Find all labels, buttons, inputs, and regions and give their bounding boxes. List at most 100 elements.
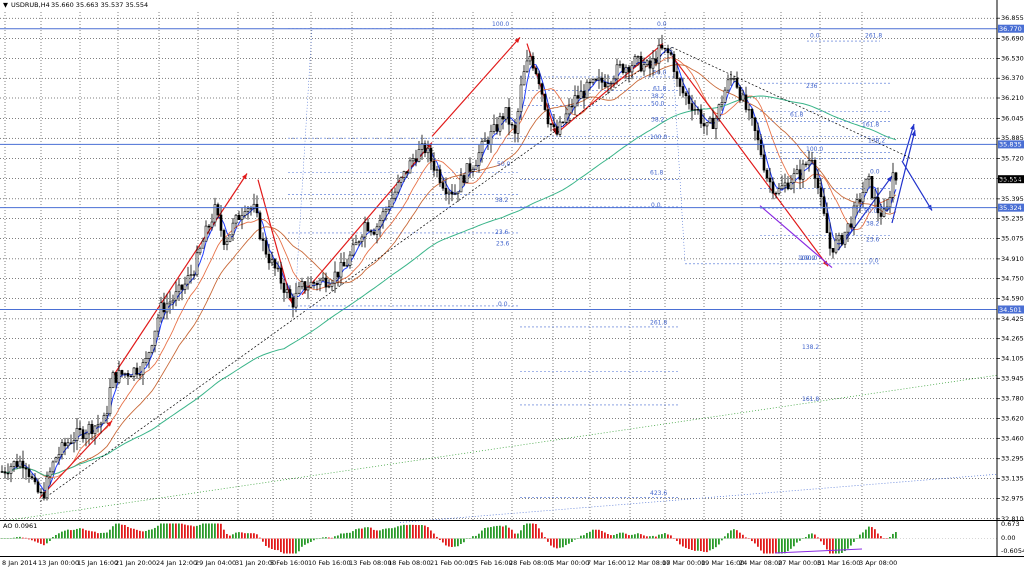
candle-body — [120, 370, 124, 375]
oscillator-bar — [595, 529, 597, 539]
candle-body — [261, 238, 265, 241]
oscillator-bar — [67, 529, 69, 539]
oscillator-bar — [280, 538, 282, 553]
oscillator-bar — [784, 538, 786, 554]
candle-body — [561, 121, 565, 124]
candle-body — [180, 284, 184, 290]
oscillator-bar — [883, 538, 885, 539]
candle-body — [543, 93, 547, 110]
candle-body — [423, 143, 427, 154]
oscillator-bar — [676, 538, 678, 541]
oscillator-bar — [121, 524, 123, 539]
candle-body — [567, 105, 571, 115]
candle-body — [552, 124, 556, 127]
oscillator-bar — [268, 538, 270, 548]
candle-body — [21, 460, 25, 469]
price-tick-label: 35.395 — [1001, 195, 1024, 203]
candle-body — [369, 230, 373, 233]
oscillator-bar — [652, 535, 654, 539]
fib-level-label: 61.8 — [790, 112, 804, 119]
price-tick-label: 36.690 — [1001, 35, 1024, 43]
price-axis[interactable]: 36.855 36.690 36.530 36.370 36.210 36.045 35.8… — [997, 14, 1024, 523]
oscillator-bar — [871, 527, 873, 539]
candle-body — [426, 147, 430, 154]
candle-body — [648, 60, 652, 69]
oscillator-bar — [331, 537, 333, 539]
candle-body — [861, 192, 865, 203]
candle-body — [789, 182, 793, 190]
oscillator-bar — [415, 524, 417, 539]
candle-body — [225, 241, 229, 245]
oscillator-bar — [388, 528, 390, 539]
candle-body — [636, 56, 640, 58]
horizontal-levels[interactable]: 36.770 35.835 35.324 34.501 35.554 — [0, 24, 1024, 314]
candle-body — [618, 64, 622, 66]
oscillator-bar — [175, 523, 177, 539]
fib-level-label: 261.8 — [865, 32, 882, 39]
oscillator-bar — [874, 529, 876, 539]
oscillator-bar — [244, 533, 246, 539]
oscillator-bar — [637, 533, 639, 539]
projection-arrow-down — [901, 160, 933, 211]
oscillator-bar — [298, 538, 300, 552]
oscillator-bar — [91, 531, 93, 539]
oscillator-bar — [343, 533, 345, 539]
oscillator-bar — [199, 524, 201, 539]
candle-body — [765, 169, 769, 179]
level-price-label: 36.770 — [999, 25, 1022, 33]
time-tick-label: 18 Feb 08:00 — [388, 559, 431, 567]
candle-body — [795, 169, 799, 174]
candle-body — [600, 77, 604, 83]
fib-level-label: 38.2 — [651, 117, 665, 124]
time-tick-label: 13 Jan 00:00 — [38, 559, 79, 567]
oscillator-bar — [703, 538, 705, 552]
oscillator-bar — [805, 537, 807, 539]
time-tick-label: 28 Feb 08:00 — [509, 559, 552, 567]
oscillator-bar — [508, 527, 510, 539]
candle-body — [708, 117, 712, 123]
oscillator-bar — [169, 523, 171, 539]
oscillator-bar — [28, 538, 30, 540]
fib-level-label: 0.0 — [810, 32, 820, 39]
blue-trendline — [399, 473, 998, 523]
oscillator-bar — [556, 538, 558, 549]
oscillator-bar — [589, 531, 591, 539]
candle-body — [483, 139, 487, 142]
candle-body — [189, 274, 193, 276]
candle-body — [615, 64, 619, 80]
fib-level-label: 138.2 — [868, 138, 885, 145]
time-tick-label: 24 Jan 12:00 — [156, 559, 197, 567]
oscillator-bar — [202, 523, 204, 539]
oscillator-bar — [10, 538, 12, 539]
candle-body — [594, 79, 598, 81]
oscillator-bar — [340, 533, 342, 539]
oscillator-bar — [457, 538, 459, 547]
oscillator-bar — [157, 525, 159, 539]
oscillator-bar — [649, 536, 651, 539]
oscillator-bar — [769, 538, 771, 554]
oscillator-bar — [358, 528, 360, 539]
oscillator-bar — [313, 538, 315, 541]
candle-body — [282, 282, 286, 293]
fib-level-label: 23.6 — [866, 237, 880, 244]
candle-body — [729, 78, 733, 81]
oscillator-bar — [355, 529, 357, 539]
oscillator-bar — [667, 534, 669, 539]
candle-body — [453, 193, 457, 195]
candle-body — [756, 130, 760, 141]
candle-body — [363, 222, 367, 238]
fib-level-label: 161.8 — [862, 121, 879, 128]
symbol-dropdown-icon[interactable]: ▼ — [3, 1, 8, 9]
fib-level-label: 0.0 — [657, 21, 667, 28]
oscillator-bar — [379, 530, 381, 539]
oscillator-axis-min: -0.6054 — [1001, 547, 1024, 555]
fib-level-label: 100.0 — [798, 255, 815, 262]
candle-body — [813, 159, 817, 179]
symbol-label: USDRUB,H4 — [11, 1, 50, 9]
candle-body — [432, 160, 436, 171]
time-tick-label: 7 Mar 16:00 — [587, 559, 626, 567]
candle-body — [720, 102, 724, 106]
